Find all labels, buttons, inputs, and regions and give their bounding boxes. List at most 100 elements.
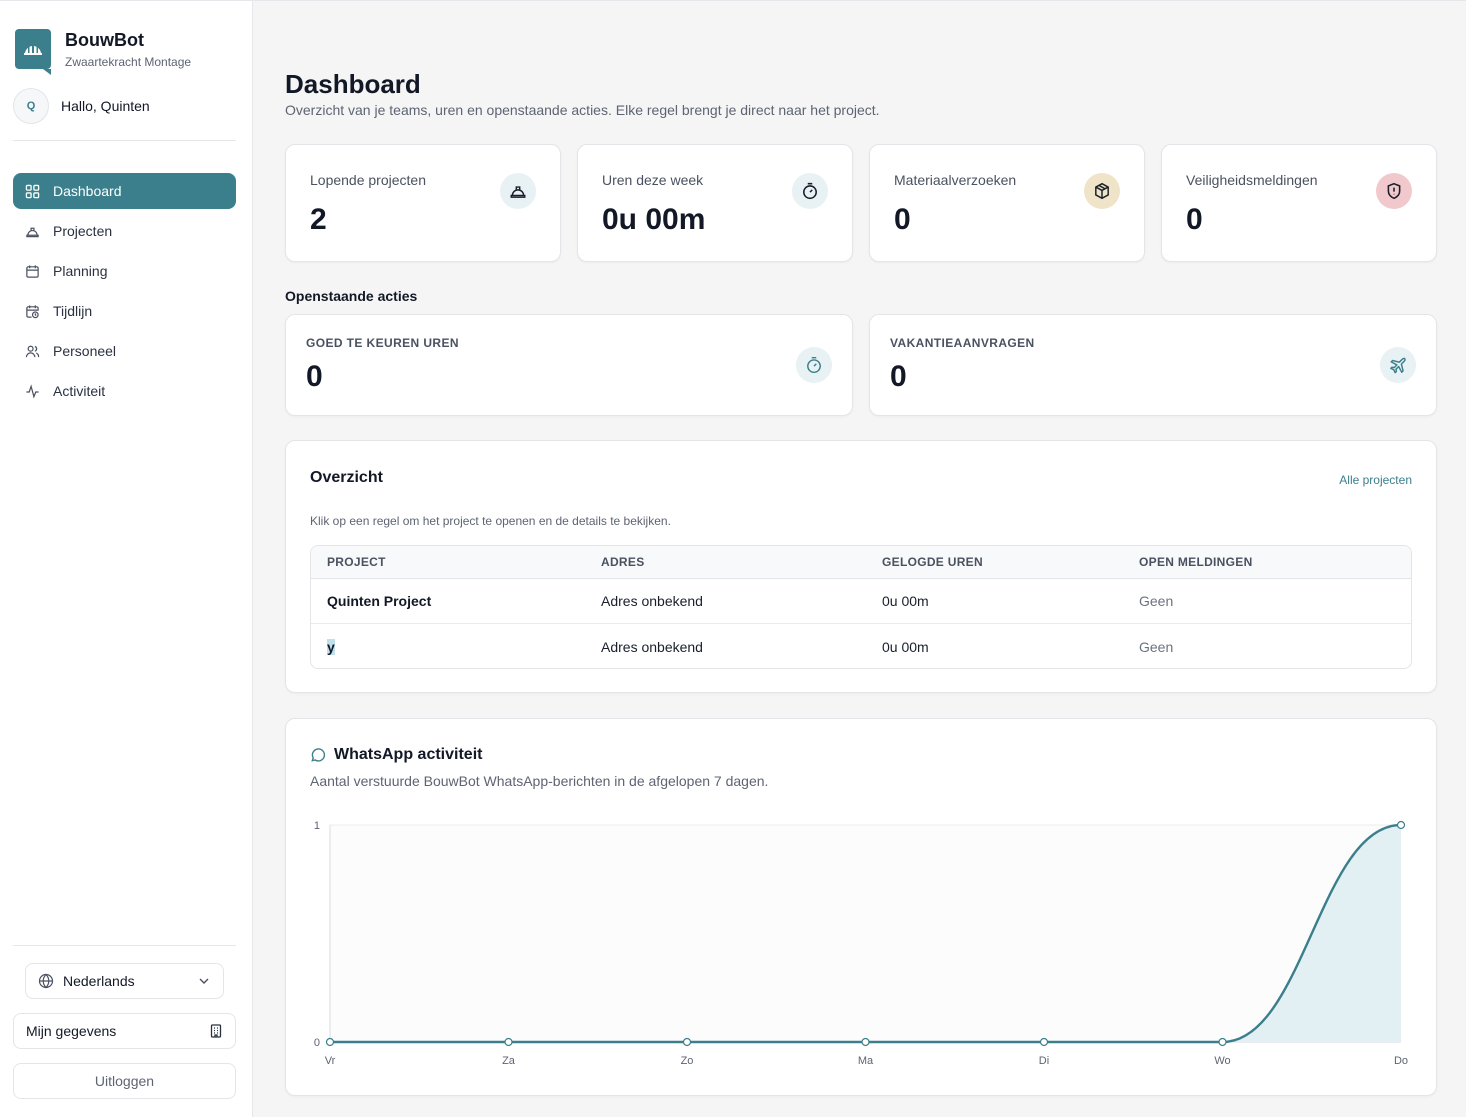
project-address: Adres onbekend: [601, 638, 703, 655]
stat-card-projects[interactable]: Lopende projecten 2: [285, 144, 561, 262]
project-hours: 0u 00m: [882, 638, 929, 655]
stat-card-safety[interactable]: Veiligheidsmeldingen 0: [1161, 144, 1437, 262]
project-name: y: [327, 638, 335, 655]
user-greeting: Q Hallo, Quinten: [13, 88, 150, 124]
whatsapp-title-row: WhatsApp activiteit: [310, 746, 482, 764]
divider: [13, 140, 236, 141]
building-icon: [210, 1024, 222, 1038]
table-header: PROJECT ADRES GELOGDE UREN OPEN MELDINGE…: [311, 546, 1411, 579]
x-tick-label: Vr: [325, 1055, 336, 1067]
sidebar-item-label: Projecten: [53, 223, 113, 239]
bouwbot-logo-icon: [15, 29, 51, 75]
page-subtitle: Overzicht van je teams, uren en openstaa…: [285, 102, 880, 118]
series-area: [330, 825, 1401, 1042]
sidebar-item-projecten[interactable]: Projecten: [13, 213, 236, 249]
action-label: GOED TE KEUREN UREN: [306, 336, 459, 350]
my-details-button[interactable]: Mijn gegevens: [13, 1013, 236, 1049]
calendar-icon: [26, 264, 39, 278]
project-address: Adres onbekend: [601, 593, 703, 609]
open-actions-title: Openstaande acties: [285, 288, 418, 304]
all-projects-link[interactable]: Alle projecten: [1339, 473, 1412, 487]
overview-subtitle: Klik op een regel om het project te open…: [310, 514, 671, 528]
sidebar-item-planning[interactable]: Planning: [13, 253, 236, 289]
stat-card-hours[interactable]: Uren deze week 0u 00m: [577, 144, 853, 262]
chevron-down-icon: [199, 978, 209, 984]
sidebar-item-activiteit[interactable]: Activiteit: [13, 373, 236, 409]
project-alerts: Geen: [1139, 638, 1174, 655]
data-point: [1396, 820, 1406, 830]
data-point: [325, 1037, 335, 1047]
data-point: [1218, 1037, 1227, 1047]
y-tick-label: 1: [314, 820, 320, 832]
sidebar-item-personeel[interactable]: Personeel: [13, 333, 236, 369]
activity-icon: [26, 383, 39, 399]
hardhat-icon: [500, 173, 536, 209]
stat-value: 0: [1186, 203, 1203, 236]
greeting-text: Hallo, Quinten: [61, 98, 150, 114]
page-title: Dashboard: [285, 69, 421, 99]
divider: [13, 945, 236, 946]
action-card-hours[interactable]: GOED TE KEUREN UREN 0: [285, 314, 853, 416]
sidebar-item-label: Personeel: [53, 343, 117, 359]
grid-icon: [25, 184, 40, 198]
overview-card: Overzicht Alle projecten Klik op een reg…: [285, 440, 1437, 693]
overview-title: Overzicht: [310, 469, 383, 486]
my-details-label: Mijn gegevens: [26, 1023, 117, 1039]
language-select[interactable]: Nederlands: [25, 963, 224, 999]
action-value: 0: [890, 360, 907, 393]
column-header: PROJECT: [327, 555, 386, 569]
project-alerts: Geen: [1139, 593, 1174, 609]
message-circle-icon: [311, 748, 326, 762]
x-tick-label: Di: [1039, 1055, 1049, 1067]
sidebar: BouwBot Zwaartekracht Montage Q Hallo, Q…: [0, 0, 253, 1117]
whatsapp-card: WhatsApp activiteit Aantal verstuurde Bo…: [285, 718, 1437, 1096]
sidebar-item-tijdlijn[interactable]: Tijdlijn: [13, 293, 236, 329]
stat-card-materials[interactable]: Materiaalverzoeken 0: [869, 144, 1145, 262]
stat-label: Uren deze week: [602, 172, 704, 188]
project-hours: 0u 00m: [882, 593, 929, 609]
table-row[interactable]: y Adres onbekend 0u 00m Geen: [311, 624, 1411, 668]
sidebar-item-label: Activiteit: [53, 383, 106, 399]
shield-alert-icon: [1376, 173, 1412, 209]
sidebar-nav: Dashboard Projecten Planning Tijdlijn Pe…: [13, 173, 236, 413]
sidebar-item-label: Planning: [53, 263, 108, 279]
sidebar-item-label: Dashboard: [53, 183, 122, 199]
stat-value: 2: [310, 203, 327, 236]
package-icon: [1084, 173, 1120, 209]
sidebar-item-label: Tijdlijn: [53, 303, 93, 319]
column-header: ADRES: [601, 555, 645, 569]
action-value: 0: [306, 360, 323, 393]
table-row[interactable]: Quinten Project Adres onbekend 0u 00m Ge…: [311, 579, 1411, 624]
sidebar-item-dashboard[interactable]: Dashboard: [13, 173, 236, 209]
logout-button[interactable]: Uitloggen: [13, 1063, 236, 1099]
stat-label: Veiligheidsmeldingen: [1186, 172, 1318, 188]
timer-icon: [796, 347, 832, 383]
brand-subtitle: Zwaartekracht Montage: [65, 55, 192, 69]
main-content: Dashboard Overzicht van je teams, uren e…: [253, 0, 1466, 1117]
data-point: [682, 1037, 692, 1047]
x-tick-label: Za: [502, 1055, 516, 1067]
action-card-vacation[interactable]: VAKANTIEAANVRAGEN 0: [869, 314, 1437, 416]
project-name: Quinten Project: [327, 593, 432, 609]
data-point: [504, 1037, 513, 1047]
x-tick-label: Wo: [1214, 1055, 1230, 1067]
x-tick-label: Do: [1394, 1055, 1408, 1067]
language-value: Nederlands: [63, 973, 135, 989]
avatar[interactable]: Q: [13, 88, 49, 124]
whatsapp-title: WhatsApp activiteit: [334, 746, 483, 763]
plane-icon: [1380, 347, 1416, 383]
projects-table: PROJECT ADRES GELOGDE UREN OPEN MELDINGE…: [310, 545, 1412, 669]
stat-label: Lopende projecten: [310, 172, 426, 188]
timer-icon: [792, 173, 828, 209]
globe-icon: [38, 973, 54, 989]
users-icon: [25, 345, 40, 357]
stat-label: Materiaalverzoeken: [894, 172, 1017, 188]
column-header: GELOGDE UREN: [882, 555, 983, 569]
hardhat-icon: [26, 227, 39, 237]
whatsapp-subtitle: Aantal verstuurde BouwBot WhatsApp-beric…: [310, 773, 769, 789]
x-tick-label: Ma: [858, 1055, 874, 1067]
y-tick-label: 0: [314, 1037, 320, 1049]
column-header: OPEN MELDINGEN: [1139, 555, 1253, 569]
plot-area: [330, 825, 1401, 1042]
brand[interactable]: BouwBot Zwaartekracht Montage: [15, 29, 192, 75]
